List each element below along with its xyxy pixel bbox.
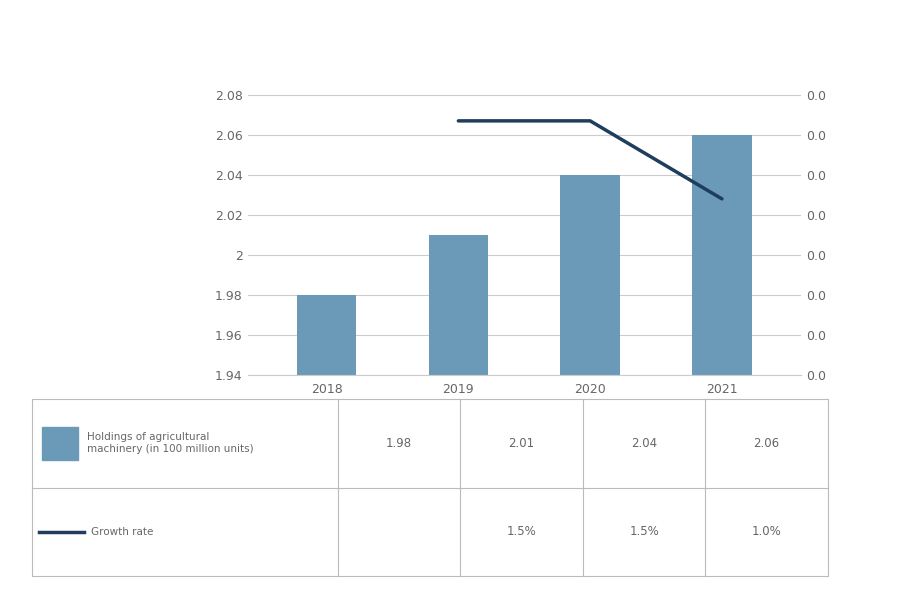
Text: 1.5%: 1.5% <box>629 525 659 538</box>
Text: 1.5%: 1.5% <box>507 525 536 538</box>
Text: 1.0%: 1.0% <box>752 525 781 538</box>
Text: 2.01: 2.01 <box>508 437 535 450</box>
Text: Growth rate: Growth rate <box>91 527 153 537</box>
Bar <box>561 175 620 600</box>
Text: Holdings of agricultural
machinery (in 100 million units): Holdings of agricultural machinery (in 1… <box>87 433 254 454</box>
Bar <box>428 235 488 600</box>
Bar <box>692 135 752 600</box>
Bar <box>42 427 78 460</box>
Text: 1.98: 1.98 <box>386 437 412 450</box>
Bar <box>297 295 356 600</box>
Text: 2.06: 2.06 <box>753 437 779 450</box>
Text: 2.04: 2.04 <box>631 437 657 450</box>
